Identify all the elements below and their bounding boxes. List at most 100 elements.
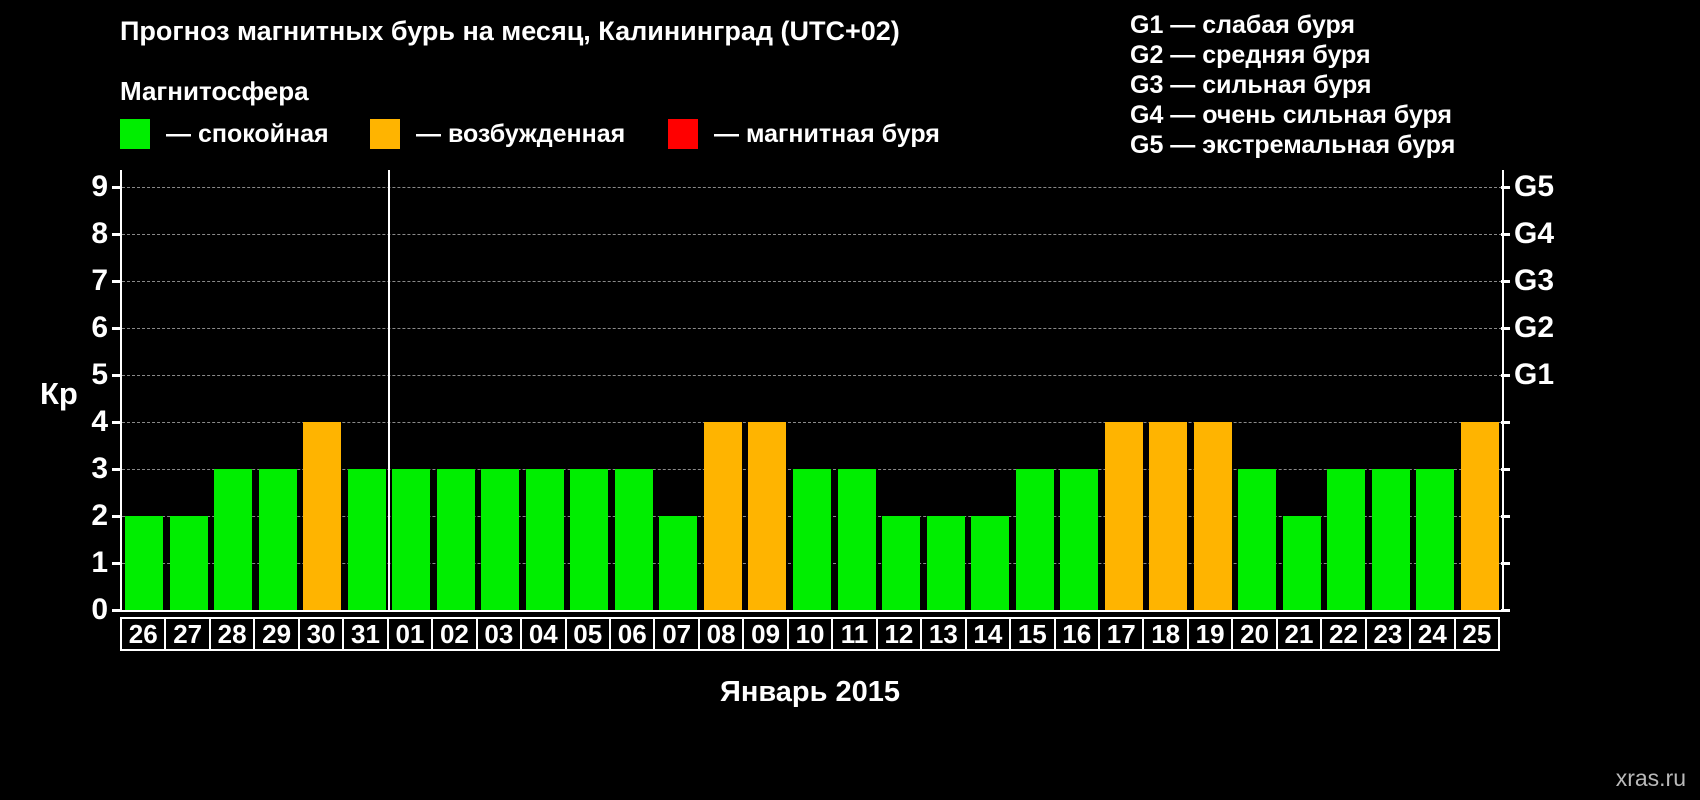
day-label-28: 28 bbox=[208, 617, 256, 651]
day-label-16: 16 bbox=[1053, 617, 1100, 651]
y-tick-label-5: 5 bbox=[91, 358, 108, 391]
day-label-18: 18 bbox=[1142, 617, 1189, 651]
kp-bar-day-31 bbox=[347, 469, 386, 610]
y-tick-mark-left bbox=[112, 280, 121, 283]
page-title: Прогноз магнитных бурь на месяц, Калинин… bbox=[120, 16, 900, 46]
day-label-06: 06 bbox=[608, 617, 656, 651]
day-label-27: 27 bbox=[164, 617, 211, 651]
day-label-09: 09 bbox=[742, 617, 789, 651]
g-scale-legend: G1 — слабая буря G2 — средняя буря G3 — … bbox=[1130, 10, 1455, 160]
y-tick-mark-left bbox=[112, 468, 121, 471]
kp-bar-day-26 bbox=[125, 516, 164, 610]
gridline-kp-6 bbox=[122, 328, 1502, 329]
day-label-20: 20 bbox=[1231, 617, 1278, 651]
day-label-31: 31 bbox=[342, 617, 389, 651]
bar-slot bbox=[211, 170, 256, 610]
kp-bar-day-20 bbox=[1238, 469, 1277, 610]
g-scale-label-g2: G2 bbox=[1514, 311, 1555, 344]
day-label-08: 08 bbox=[697, 617, 745, 651]
day-label-10: 10 bbox=[786, 617, 834, 651]
bar-slot bbox=[1279, 170, 1324, 610]
kp-bar-day-17 bbox=[1104, 422, 1143, 610]
g-scale-label-g1: G1 bbox=[1514, 358, 1555, 391]
bar-slot bbox=[1413, 170, 1458, 610]
kp-bar-day-05 bbox=[570, 469, 609, 610]
kp-bar-day-13 bbox=[926, 516, 965, 610]
g-scale-label-g4: G4 bbox=[1514, 217, 1555, 250]
kp-bar-day-14 bbox=[971, 516, 1010, 610]
y-tick-label-7: 7 bbox=[91, 264, 108, 297]
day-label-14: 14 bbox=[964, 617, 1012, 651]
kp-bar-day-28 bbox=[214, 469, 253, 610]
kp-bar-day-23 bbox=[1371, 469, 1410, 610]
y-tick-label-4: 4 bbox=[91, 405, 108, 438]
kp-bar-day-30 bbox=[303, 422, 342, 610]
y-tick-label-8: 8 bbox=[91, 217, 108, 250]
bar-slot bbox=[567, 170, 612, 610]
kp-bar-day-02 bbox=[436, 469, 475, 610]
g-legend-line-g2: G2 — средняя буря bbox=[1130, 41, 1371, 69]
kp-bar-day-08 bbox=[703, 422, 742, 610]
bar-slot bbox=[1190, 170, 1235, 610]
y-tick-mark-right bbox=[1501, 280, 1510, 283]
gridline-kp-9 bbox=[122, 187, 1502, 188]
gridline-kp-4 bbox=[122, 422, 1502, 423]
day-label-17: 17 bbox=[1097, 617, 1145, 651]
g-scale-label-g3: G3 bbox=[1514, 264, 1555, 297]
day-label-19: 19 bbox=[1186, 617, 1234, 651]
day-label-15: 15 bbox=[1009, 617, 1056, 651]
watermark: xras.ru bbox=[1615, 765, 1686, 791]
bar-slot bbox=[879, 170, 924, 610]
kp-bar-day-10 bbox=[792, 469, 831, 610]
bar-slot bbox=[434, 170, 479, 610]
bar-slot bbox=[1057, 170, 1102, 610]
g-legend-line-g3: G3 — сильная буря bbox=[1130, 71, 1372, 99]
bar-slot bbox=[701, 170, 746, 610]
day-label-22: 22 bbox=[1320, 617, 1367, 651]
g-legend-line-g5: G5 — экстремальная буря bbox=[1130, 131, 1456, 159]
y-axis-title: Кр bbox=[40, 376, 78, 411]
bar-slot bbox=[1012, 170, 1057, 610]
bar-slot bbox=[790, 170, 835, 610]
y-tick-mark-right bbox=[1501, 186, 1510, 189]
bar-slot bbox=[122, 170, 167, 610]
y-tick-mark-left bbox=[112, 421, 121, 424]
storm-color-swatch bbox=[668, 119, 698, 149]
bar-slot bbox=[256, 170, 301, 610]
y-tick-mark-right bbox=[1501, 515, 1510, 518]
day-label-24: 24 bbox=[1409, 617, 1456, 651]
bar-slot bbox=[523, 170, 568, 610]
bar-slot bbox=[834, 170, 879, 610]
bar-slot bbox=[389, 170, 434, 610]
x-axis-day-labels: 26 27 28 29 30 31 01 02 03 04 05 06 07 08 09 10 11 12 13 14… bbox=[120, 617, 1501, 651]
g-legend-line-g1: G1 — слабая буря bbox=[1130, 11, 1356, 39]
kp-bar-day-21 bbox=[1282, 516, 1321, 610]
quiet-color-swatch bbox=[120, 119, 150, 149]
x-axis-title: Январь 2015 bbox=[719, 676, 901, 708]
day-label-30: 30 bbox=[297, 617, 345, 651]
bar-slot bbox=[745, 170, 790, 610]
bar-slot bbox=[1457, 170, 1502, 610]
gridline-kp-7 bbox=[122, 281, 1502, 282]
day-label-01: 01 bbox=[386, 617, 434, 651]
kp-bar-day-22 bbox=[1327, 469, 1366, 610]
bar-slot bbox=[1146, 170, 1191, 610]
bar-slot bbox=[1368, 170, 1413, 610]
kp-bar-day-03 bbox=[481, 469, 520, 610]
month-boundary-line bbox=[388, 170, 391, 610]
kp-bar-day-07 bbox=[659, 516, 698, 610]
magnetosphere-label: Магнитосфера bbox=[120, 76, 309, 106]
gridline-kp-8 bbox=[122, 234, 1502, 235]
kp-bar-day-16 bbox=[1060, 469, 1099, 610]
bar-slot bbox=[478, 170, 523, 610]
kp-bar-day-19 bbox=[1193, 422, 1232, 610]
day-label-12: 12 bbox=[875, 617, 923, 651]
plot-area bbox=[120, 170, 1504, 612]
bar-slot bbox=[923, 170, 968, 610]
y-tick-mark-left bbox=[112, 374, 121, 377]
day-label-11: 11 bbox=[831, 617, 878, 651]
day-label-07: 07 bbox=[653, 617, 700, 651]
y-tick-mark-left bbox=[112, 233, 121, 236]
y-tick-mark-left bbox=[112, 327, 121, 330]
day-label-21: 21 bbox=[1275, 617, 1323, 651]
